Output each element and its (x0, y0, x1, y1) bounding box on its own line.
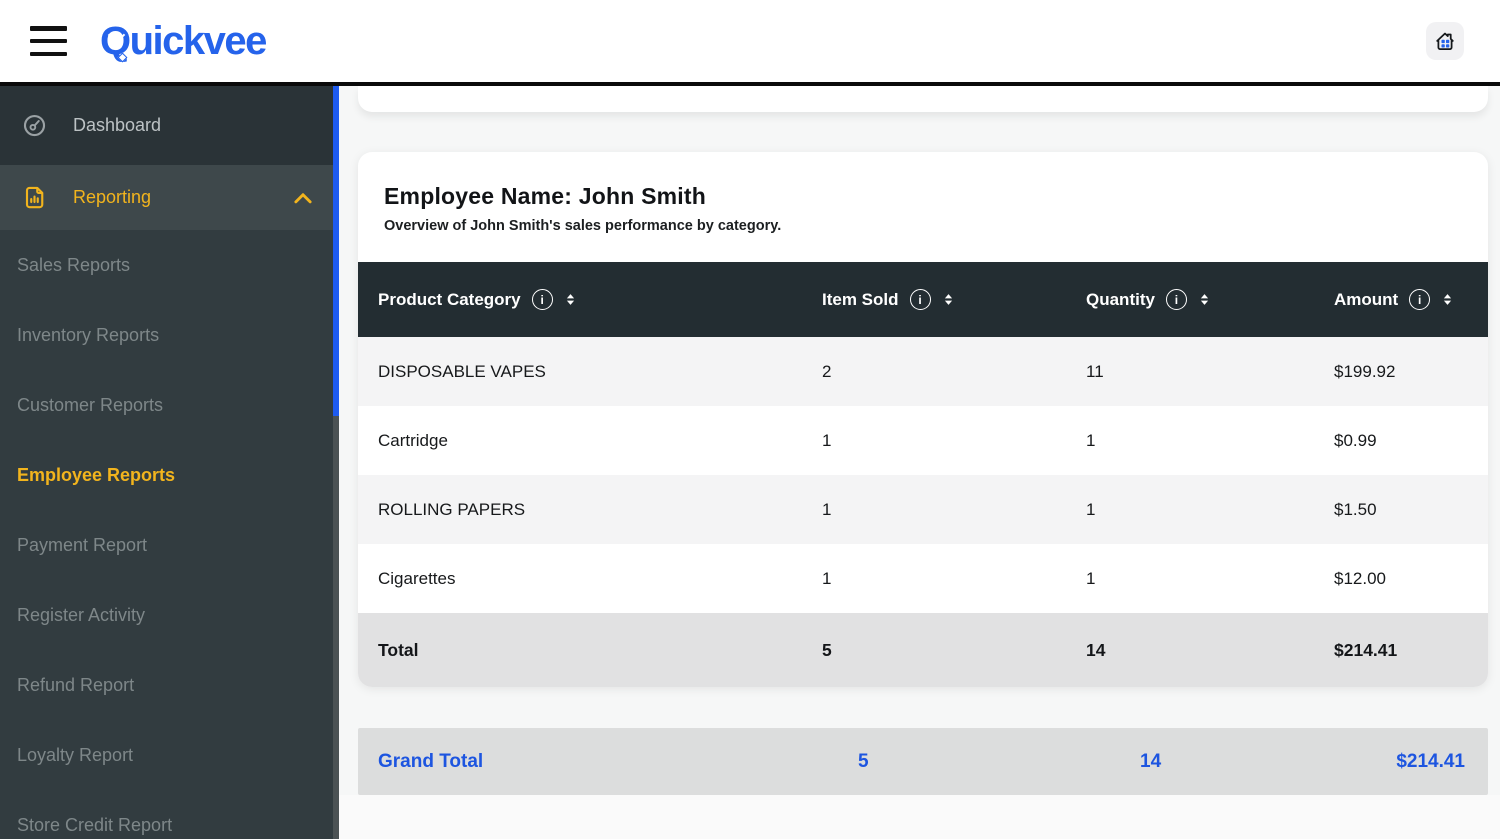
sort-icon[interactable] (564, 292, 577, 307)
sidebar-item-label: Dashboard (73, 115, 162, 135)
sidebar-item-sales-reports[interactable]: Sales Reports (17, 254, 131, 275)
cell-product-category: ROLLING PAPERS (378, 499, 526, 519)
main-content: Employee Name: John Smith Overview of Jo… (339, 86, 1500, 839)
cell-amount: $1.50 (1334, 499, 1377, 519)
sort-icon[interactable] (942, 292, 955, 307)
column-header-amount[interactable]: Amount i (1334, 289, 1488, 310)
sidebar-item-payment-report[interactable]: Payment Report (17, 534, 148, 555)
grand-total-label: Grand Total (378, 750, 484, 772)
table-row: Cigarettes 1 1 $12.00 (358, 544, 1488, 613)
logo-text: Quickvee (100, 19, 267, 63)
column-label: Amount (1334, 289, 1399, 309)
next-section-top (339, 795, 1500, 839)
sidebar-item-customer-reports[interactable]: Customer Reports (17, 394, 164, 415)
sidebar-item-refund-report[interactable]: Refund Report (17, 674, 135, 695)
cell-item-sold: 1 (822, 568, 832, 588)
sort-icon[interactable] (1198, 292, 1211, 307)
sidebar-item-inventory-reports[interactable]: Inventory Reports (17, 324, 160, 345)
total-amount: $214.41 (1334, 639, 1398, 660)
table-header-row: Product Category i Item Sold i Quantity … (358, 262, 1488, 337)
cell-quantity: 1 (1086, 568, 1096, 588)
cell-quantity: 11 (1086, 361, 1104, 381)
sidebar-item-dashboard[interactable]: Dashboard (0, 86, 339, 165)
logo-q-eyes-icon (107, 30, 126, 40)
info-icon[interactable]: i (1165, 289, 1187, 310)
sidebar-scrollbar-track[interactable] (333, 86, 339, 839)
cell-item-sold: 1 (822, 430, 832, 450)
sidebar-scrollbar-thumb[interactable] (333, 86, 339, 416)
menu-icon[interactable] (30, 25, 68, 57)
column-label: Item Sold (822, 289, 899, 309)
cell-item-sold: 1 (822, 499, 832, 519)
grand-total-item-sold: 5 (858, 750, 869, 772)
info-icon[interactable]: i (909, 289, 931, 310)
page-title: Employee Name: John Smith (384, 183, 706, 209)
info-icon[interactable]: i (1409, 289, 1431, 310)
table-row: Cartridge 1 1 $0.99 (358, 406, 1488, 475)
sidebar-item-loyalty-report[interactable]: Loyalty Report (17, 744, 134, 765)
cell-item-sold: 2 (822, 361, 832, 381)
top-header: Quickvee (0, 0, 1500, 86)
table-row: ROLLING PAPERS 1 1 $1.50 (358, 475, 1488, 544)
sort-icon[interactable] (1441, 292, 1454, 307)
column-header-product-category[interactable]: Product Category i (358, 289, 822, 310)
column-label: Product Category (378, 289, 521, 309)
sidebar-item-register-activity[interactable]: Register Activity (17, 604, 146, 625)
total-item-sold: 5 (822, 639, 832, 660)
column-header-quantity[interactable]: Quantity i (1086, 289, 1334, 310)
total-quantity: 14 (1086, 639, 1106, 660)
cell-amount: $0.99 (1334, 430, 1377, 450)
cell-quantity: 1 (1086, 430, 1096, 450)
store-button[interactable] (1426, 22, 1464, 60)
grand-total-amount: $214.41 (1396, 750, 1465, 772)
previous-card-bottom (358, 86, 1488, 112)
grand-total-quantity: 14 (1140, 750, 1162, 772)
total-label: Total (378, 639, 419, 660)
reporting-submenu: Sales Reports Inventory Reports Customer… (0, 230, 339, 839)
sidebar-item-reporting[interactable]: Reporting (0, 165, 339, 230)
sidebar-item-store-credit-report[interactable]: Store Credit Report (17, 814, 173, 835)
page-subtitle: Overview of John Smith's sales performan… (384, 218, 782, 234)
chevron-up-icon (292, 190, 314, 206)
report-document-icon (11, 185, 57, 210)
table-row: DISPOSABLE VAPES 2 11 $199.92 (358, 337, 1488, 406)
gauge-icon (11, 113, 57, 138)
cell-product-category: Cartridge (378, 430, 448, 450)
sidebar: Dashboard Reporting Sales Reports Invent… (0, 86, 339, 839)
quickvee-logo[interactable]: Quickvee (100, 19, 267, 63)
sidebar-item-label: Reporting (73, 187, 152, 207)
cell-amount: $12.00 (1334, 568, 1386, 588)
table-total-row: Total 5 14 $214.41 (358, 613, 1488, 687)
sidebar-item-employee-reports[interactable]: Employee Reports (17, 464, 176, 485)
column-header-item-sold[interactable]: Item Sold i (822, 289, 1086, 310)
cell-product-category: Cigarettes (378, 568, 456, 588)
info-icon[interactable]: i (531, 289, 553, 310)
employee-report-card: Employee Name: John Smith Overview of Jo… (358, 152, 1488, 687)
storefront-icon (1436, 32, 1454, 51)
cell-amount: $199.92 (1334, 361, 1396, 381)
grand-total-bar: Grand Total 5 14 $214.41 (358, 728, 1488, 795)
cell-quantity: 1 (1086, 499, 1096, 519)
column-label: Quantity (1086, 289, 1155, 309)
cell-product-category: DISPOSABLE VAPES (378, 361, 546, 381)
